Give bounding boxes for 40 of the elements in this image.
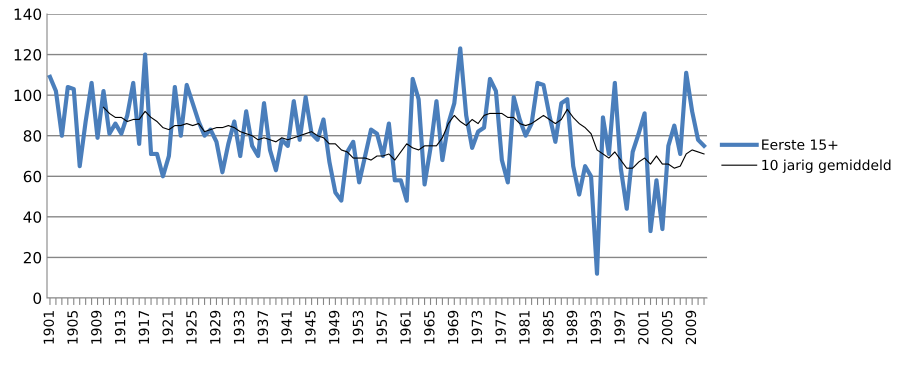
x-tick-label: 1973 — [472, 310, 482, 344]
x-tick-label: 1949 — [328, 310, 340, 344]
line-series — [102, 106, 705, 169]
x-tick-label: 1929 — [210, 310, 220, 344]
legend-label: Eerste 15+ — [762, 140, 838, 150]
x-tick-label: 2005 — [662, 311, 672, 344]
x-tick-label: 1997 — [614, 310, 625, 344]
x-tick-label: 1933 — [234, 310, 244, 344]
x-tick-label: 1917 — [138, 310, 150, 344]
x-tick-label: 1945 — [305, 311, 316, 344]
x-tick-label: 1913 — [114, 310, 126, 344]
y-tick-label: 100 — [14, 90, 42, 102]
x-tick-label: 1977 — [495, 310, 506, 344]
y-tick-label: 140 — [14, 8, 42, 20]
y-tick-label: 120 — [14, 49, 42, 61]
x-tick-label: 1941 — [281, 311, 292, 344]
y-tick-label: 20 — [24, 252, 42, 264]
x-tick-label: 1921 — [162, 311, 173, 344]
x-tick-label: 1953 — [352, 310, 364, 344]
x-tick-label: 1981 — [519, 311, 530, 344]
x-tick-label: 1993 — [590, 310, 602, 344]
y-tick-label: 60 — [24, 170, 42, 182]
x-tick-label: 1969 — [448, 310, 458, 344]
y-tick-label: 0 — [33, 292, 42, 304]
x-tick-label: 2009 — [686, 310, 696, 344]
x-tick-label: 1925 — [186, 311, 197, 344]
y-tick-label: 80 — [24, 130, 42, 142]
x-tick-label: 1905 — [67, 311, 78, 344]
x-tick-label: 1989 — [566, 310, 578, 344]
x-tick-label: 1965 — [424, 311, 435, 344]
x-tick-label: 1909 — [91, 310, 102, 344]
legend-label: 10 jarig gemiddeld — [762, 159, 890, 173]
x-tick-label: 2001 — [638, 311, 649, 344]
x-tick-label: 1957 — [376, 310, 387, 344]
x-tick-label: 1901 — [43, 311, 54, 344]
y-tick-label: 40 — [23, 211, 42, 223]
x-tick-label: 1961 — [400, 311, 411, 344]
line-series — [48, 46, 706, 276]
x-tick-label: 1985 — [542, 311, 554, 344]
x-tick-label: 1937 — [258, 310, 268, 344]
